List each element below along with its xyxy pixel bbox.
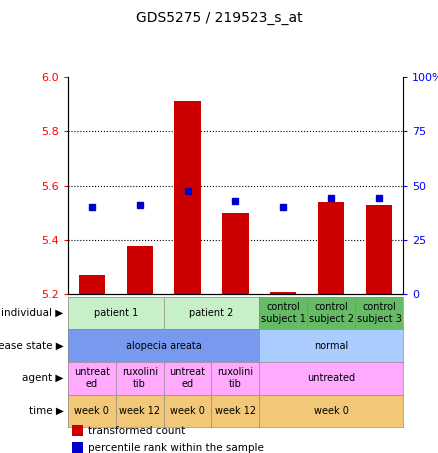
Text: week 0: week 0 <box>314 406 349 416</box>
Bar <box>270 292 297 294</box>
Text: individual ▶: individual ▶ <box>1 308 64 318</box>
Text: ruxolini
tib: ruxolini tib <box>122 367 158 389</box>
Bar <box>366 205 392 294</box>
Text: patient 2: patient 2 <box>189 308 234 318</box>
Text: patient 1: patient 1 <box>94 308 138 318</box>
Text: time ▶: time ▶ <box>28 406 64 416</box>
Text: week 0: week 0 <box>170 406 205 416</box>
Text: GDS5275 / 219523_s_at: GDS5275 / 219523_s_at <box>136 11 302 25</box>
Bar <box>174 101 201 294</box>
Text: week 0: week 0 <box>74 406 109 416</box>
Text: untreated: untreated <box>307 373 355 383</box>
Text: agent ▶: agent ▶ <box>22 373 64 383</box>
Text: control
subject 3: control subject 3 <box>357 302 402 324</box>
Bar <box>127 246 153 294</box>
Bar <box>222 213 249 294</box>
Text: percentile rank within the sample: percentile rank within the sample <box>88 443 264 453</box>
Text: ruxolini
tib: ruxolini tib <box>217 367 254 389</box>
Bar <box>318 202 344 294</box>
Text: week 12: week 12 <box>119 406 160 416</box>
Text: disease state ▶: disease state ▶ <box>0 341 64 351</box>
Text: untreat
ed: untreat ed <box>170 367 205 389</box>
Text: control
subject 2: control subject 2 <box>309 302 353 324</box>
Text: untreat
ed: untreat ed <box>74 367 110 389</box>
Text: control
subject 1: control subject 1 <box>261 302 306 324</box>
Text: week 12: week 12 <box>215 406 256 416</box>
Text: transformed count: transformed count <box>88 426 185 436</box>
Text: alopecia areata: alopecia areata <box>126 341 201 351</box>
Text: normal: normal <box>314 341 348 351</box>
Bar <box>79 275 105 294</box>
